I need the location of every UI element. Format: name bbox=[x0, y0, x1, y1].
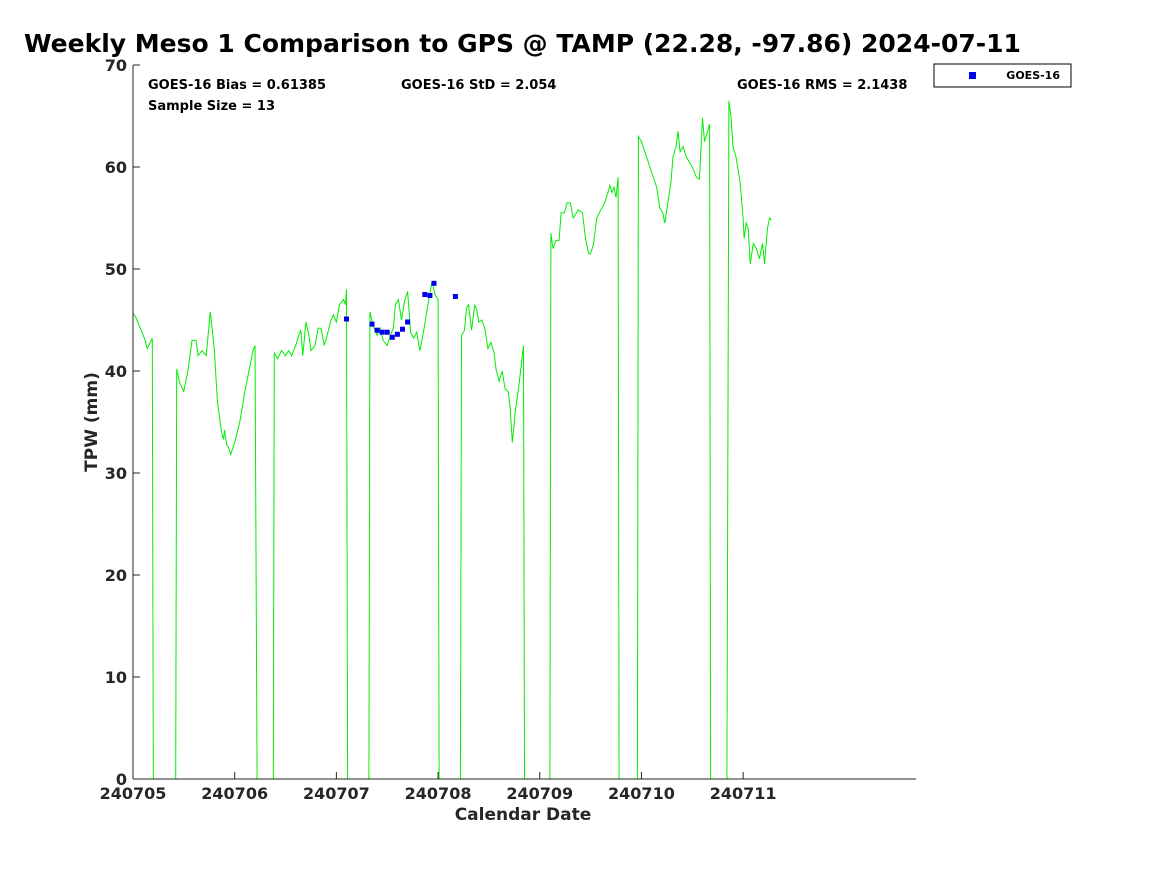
y-tick-label: 70 bbox=[105, 56, 127, 75]
x-tick-label: 240711 bbox=[710, 784, 777, 803]
std-stat: GOES-16 StD = 2.054 bbox=[401, 78, 556, 93]
goes-16-point bbox=[394, 331, 400, 337]
goes-16-point bbox=[384, 329, 390, 335]
goes-16-point bbox=[389, 334, 395, 340]
goes-16-point bbox=[400, 326, 405, 332]
legend-box bbox=[933, 63, 1072, 88]
x-tick-label: 240709 bbox=[506, 784, 573, 803]
chart-title: Weekly Meso 1 Comparison to GPS @ TAMP (… bbox=[24, 29, 1021, 58]
bias-stat: GOES-16 Bias = 0.61385 bbox=[148, 78, 326, 93]
x-tick-label: 240705 bbox=[100, 784, 167, 803]
goes-16-point bbox=[344, 316, 349, 322]
goes-16-point bbox=[427, 293, 433, 298]
y-tick-label: 50 bbox=[105, 260, 127, 279]
legend-label-goes-16: GOES-16 bbox=[1006, 69, 1060, 82]
x-tick-label: 240708 bbox=[405, 784, 472, 803]
y-tick-label: 10 bbox=[105, 668, 127, 687]
sample-size-stat: Sample Size = 13 bbox=[148, 99, 275, 114]
y-ticks: 0 10 20 30 40 50 60 70 bbox=[105, 56, 140, 789]
x-axis-label: Calendar Date bbox=[455, 805, 592, 825]
x-ticks: 240705 240706 240707 240708 240709 240710 2407… bbox=[100, 772, 777, 803]
goes-16-point bbox=[405, 319, 411, 325]
y-tick-label: 60 bbox=[105, 158, 127, 177]
rms-stat: GOES-16 RMS = 2.1438 bbox=[737, 78, 907, 93]
x-tick-label: 240707 bbox=[303, 784, 370, 803]
gps-series bbox=[132, 100, 772, 780]
goes-16-point bbox=[374, 327, 380, 333]
goes-16-point bbox=[431, 280, 437, 286]
goes-16-series bbox=[344, 280, 458, 340]
y-tick-label: 0 bbox=[116, 770, 127, 789]
x-tick-label: 240710 bbox=[608, 784, 675, 803]
goes-16-point bbox=[452, 294, 458, 299]
y-tick-label: 20 bbox=[105, 566, 127, 585]
goes-16-point bbox=[422, 292, 428, 297]
y-tick-label: 30 bbox=[105, 464, 127, 483]
y-tick-label: 40 bbox=[105, 362, 127, 381]
x-tick-label: 240706 bbox=[201, 784, 268, 803]
legend-marker-goes-16 bbox=[969, 72, 976, 79]
goes-16-point bbox=[369, 321, 375, 327]
y-axis-label: TPW (mm) bbox=[82, 372, 102, 472]
gps-line bbox=[132, 100, 772, 780]
goes-16-point bbox=[379, 329, 385, 335]
legend: GOES-16 bbox=[933, 63, 1072, 88]
